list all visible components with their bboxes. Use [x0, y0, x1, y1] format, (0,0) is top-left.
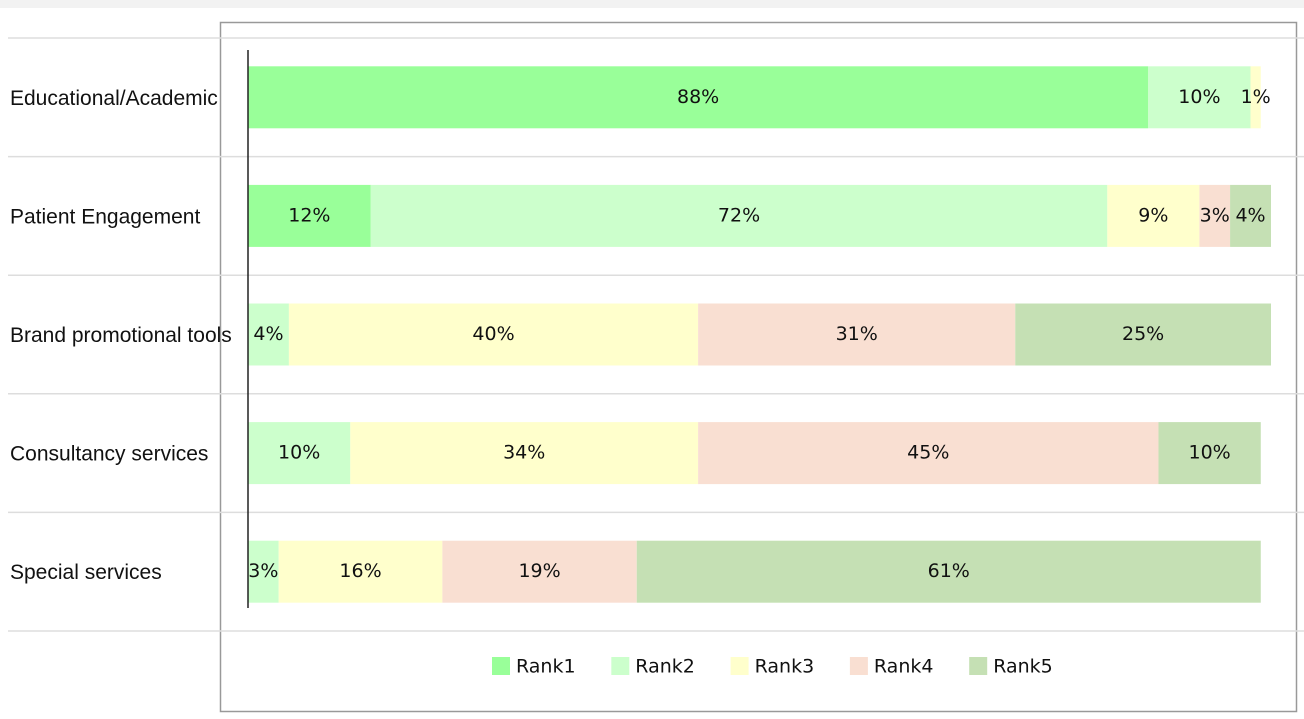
bar-segment	[1199, 184, 1231, 247]
chart-frame	[219, 21, 1298, 713]
category-label: Consultancy services	[10, 443, 208, 466]
bar-segment	[278, 540, 443, 603]
value-label: 45%	[907, 442, 949, 464]
bar-segment	[1158, 422, 1261, 485]
legend-swatch	[492, 657, 510, 675]
value-label: 88%	[677, 86, 719, 108]
value-label: 16%	[339, 560, 381, 582]
value-label: 10%	[1178, 86, 1220, 108]
value-label: 9%	[1138, 204, 1168, 226]
value-label: 25%	[1122, 323, 1164, 345]
bar-segment	[370, 184, 1108, 247]
value-label: 31%	[836, 323, 878, 345]
value-label: 3%	[1200, 204, 1230, 226]
bar-segment	[698, 422, 1159, 485]
value-label: 3%	[248, 560, 278, 582]
category-label: Special services	[10, 561, 162, 584]
legend-label: Rank3	[755, 656, 815, 678]
bar-segment	[636, 540, 1261, 603]
bar-segment	[350, 422, 699, 485]
bar-segment	[248, 66, 1149, 129]
value-label: 34%	[503, 442, 545, 464]
bar-segment	[248, 303, 289, 366]
value-label: 10%	[278, 442, 320, 464]
bar-segment	[442, 540, 637, 603]
legend-swatch	[730, 657, 749, 675]
value-label: 72%	[718, 204, 760, 226]
bar-segment	[248, 184, 371, 247]
bar-segment	[1015, 303, 1271, 366]
legend-label: Rank2	[635, 656, 695, 678]
category-label: Brand promotional tools	[10, 324, 232, 347]
value-label: 1%	[1241, 86, 1271, 108]
category-label: Educational/Academic	[10, 87, 218, 110]
value-label: 4%	[1235, 204, 1265, 226]
legend-label: Rank1	[516, 656, 576, 678]
bar-segment	[248, 540, 279, 603]
legend-label: Rank4	[874, 656, 934, 678]
value-label: 4%	[253, 323, 283, 345]
bar-segment	[1230, 184, 1271, 247]
category-label: Patient Engagement	[10, 205, 200, 228]
legend-label: Rank5	[993, 656, 1053, 678]
value-label: 40%	[472, 323, 514, 345]
bar-segment	[248, 422, 351, 485]
top-band	[0, 0, 1304, 8]
legend-swatch	[849, 657, 868, 675]
value-label: 61%	[928, 560, 970, 582]
bar-segment	[1107, 184, 1200, 247]
bar-segment	[1250, 66, 1261, 129]
bar-segment	[698, 303, 1016, 366]
bar-segment	[1148, 66, 1251, 129]
value-label: 12%	[288, 204, 330, 226]
value-label: 10%	[1189, 442, 1231, 464]
bar-segment	[288, 303, 699, 366]
value-label: 19%	[518, 560, 560, 582]
legend-swatch	[611, 657, 630, 675]
legend-swatch	[969, 657, 988, 675]
